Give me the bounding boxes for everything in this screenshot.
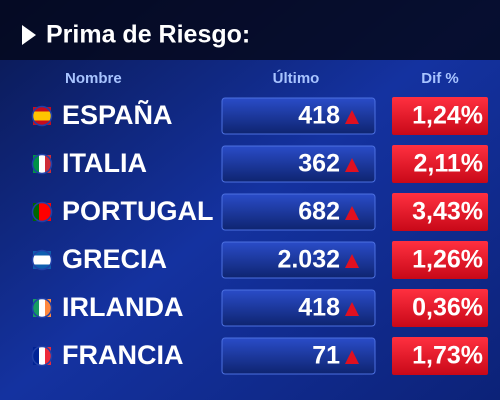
value-cell <box>221 337 376 375</box>
flag-part <box>45 203 51 221</box>
up-arrow <box>345 158 359 172</box>
value: 362 <box>298 150 340 178</box>
flag-ring <box>31 297 53 319</box>
title: Prima de Riesgo: <box>46 21 250 49</box>
change-cell <box>392 289 488 327</box>
flag-part <box>39 155 45 173</box>
flag-part <box>39 299 45 317</box>
flag-part <box>39 203 45 221</box>
flag-ring <box>31 201 53 223</box>
column-header: Nombre <box>65 70 122 87</box>
change: 1,24% <box>412 102 483 130</box>
flag-part <box>33 203 39 221</box>
flag-part <box>33 255 51 265</box>
country-name: ESPAÑA <box>62 99 173 130</box>
value-cell <box>221 289 376 327</box>
value: 682 <box>298 198 340 226</box>
flag-ring <box>31 153 53 175</box>
flag-part <box>45 299 51 317</box>
flag-ring <box>31 345 53 367</box>
country-name: PORTUGAL <box>62 196 214 226</box>
title-band <box>0 0 500 60</box>
column-header: Último <box>273 69 320 87</box>
value: 71 <box>312 342 340 370</box>
value: 418 <box>298 294 340 322</box>
value-cell <box>221 241 376 279</box>
change-cell <box>392 241 488 279</box>
value-cell <box>221 145 376 183</box>
flag-part <box>33 111 51 121</box>
value-cell <box>221 97 376 135</box>
up-arrow <box>345 206 359 220</box>
change-cell <box>392 97 488 135</box>
value: 2.032 <box>277 246 340 274</box>
change: 3,43% <box>412 198 483 226</box>
up-arrow <box>345 254 359 268</box>
value-cell <box>221 193 376 231</box>
change-cell <box>392 193 488 231</box>
change-cell <box>392 337 488 375</box>
change: 1,73% <box>412 342 483 370</box>
flag-ring <box>31 105 53 127</box>
country-name: FRANCIA <box>62 340 184 370</box>
change-cell <box>392 145 488 183</box>
flag-part <box>45 347 51 365</box>
table-body: ESPAÑA 418 1,24% ITALIA 362 2,11% PORTUGAL 682 3… <box>31 97 488 375</box>
flag-part <box>33 347 39 365</box>
flag-part <box>39 347 45 365</box>
value: 418 <box>298 102 340 130</box>
country-name: IRLANDA <box>62 292 184 322</box>
country-name: GRECIA <box>62 244 167 274</box>
flag-part <box>33 299 39 317</box>
country-name: ITALIA <box>62 148 147 178</box>
flag-ring <box>31 249 53 271</box>
change: 2,11% <box>413 150 483 178</box>
up-arrow <box>345 110 359 124</box>
up-arrow <box>345 302 359 316</box>
up-arrow <box>345 350 359 364</box>
flag-part <box>33 155 39 173</box>
change: 0,36% <box>412 294 483 322</box>
change: 1,26% <box>412 246 483 274</box>
title-arrow <box>22 25 36 45</box>
column-header: Dif % <box>421 70 459 87</box>
flag-part <box>45 155 51 173</box>
